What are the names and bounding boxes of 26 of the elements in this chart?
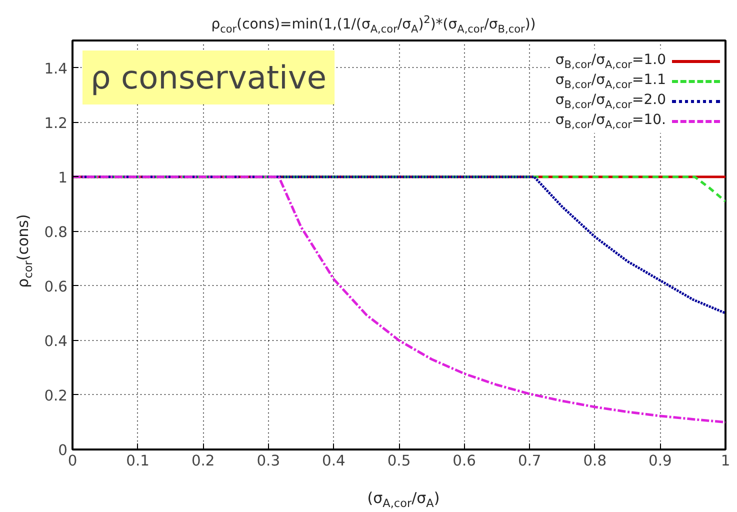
y-tick-label: 0.2 xyxy=(44,387,68,404)
y-tick-label: 0.6 xyxy=(44,278,68,296)
annotation: ρ conservative xyxy=(90,58,327,96)
x-tick-label: 0.4 xyxy=(322,452,346,470)
y-tick-label: 0.4 xyxy=(44,332,68,350)
x-tick-label: 0.7 xyxy=(518,452,542,470)
x-tick-label: 0.2 xyxy=(191,452,215,470)
x-tick-label: 0.8 xyxy=(583,452,607,470)
legend-label: σ$_{B,cor}$/σ$_{A,cor}$=2.0 xyxy=(555,90,666,112)
x-tick-label: 1 xyxy=(720,452,730,470)
x-tick-label: 0.5 xyxy=(387,452,411,470)
y-tick-label: 0 xyxy=(58,442,68,459)
x-axis-title: (σ$_{A,cor}$/σ$_{A}$) xyxy=(366,488,441,512)
legend-label: σ$_{B,cor}$/σ$_{A,cor}$=10. xyxy=(555,110,666,132)
chart-title: ρ$_{cor}$(cons)=min(1,(1/(σ$_{A,cor}$/σ$_{A}$)$^{2}$)*(σ$_{A,cor}$/σ$_{B,cor}$)) xyxy=(211,14,536,36)
y-tick-label: 1 xyxy=(58,169,68,186)
legend-label: σ$_{B,cor}$/σ$_{A,cor}$=1.0 xyxy=(555,50,666,72)
x-tick-label: 0.9 xyxy=(648,452,672,470)
y-tick-label: 0.8 xyxy=(44,224,68,241)
legend-label: σ$_{B,cor}$/σ$_{A,cor}$=1.1 xyxy=(555,70,666,92)
x-tick-label: 0.1 xyxy=(126,452,150,470)
y-tick-label: 1.4 xyxy=(44,60,68,78)
line-series xyxy=(72,176,726,424)
x-tick-label: 0.3 xyxy=(256,452,280,470)
x-tick-label: 0.6 xyxy=(452,452,476,470)
y-tick-label: 1.2 xyxy=(44,114,68,132)
